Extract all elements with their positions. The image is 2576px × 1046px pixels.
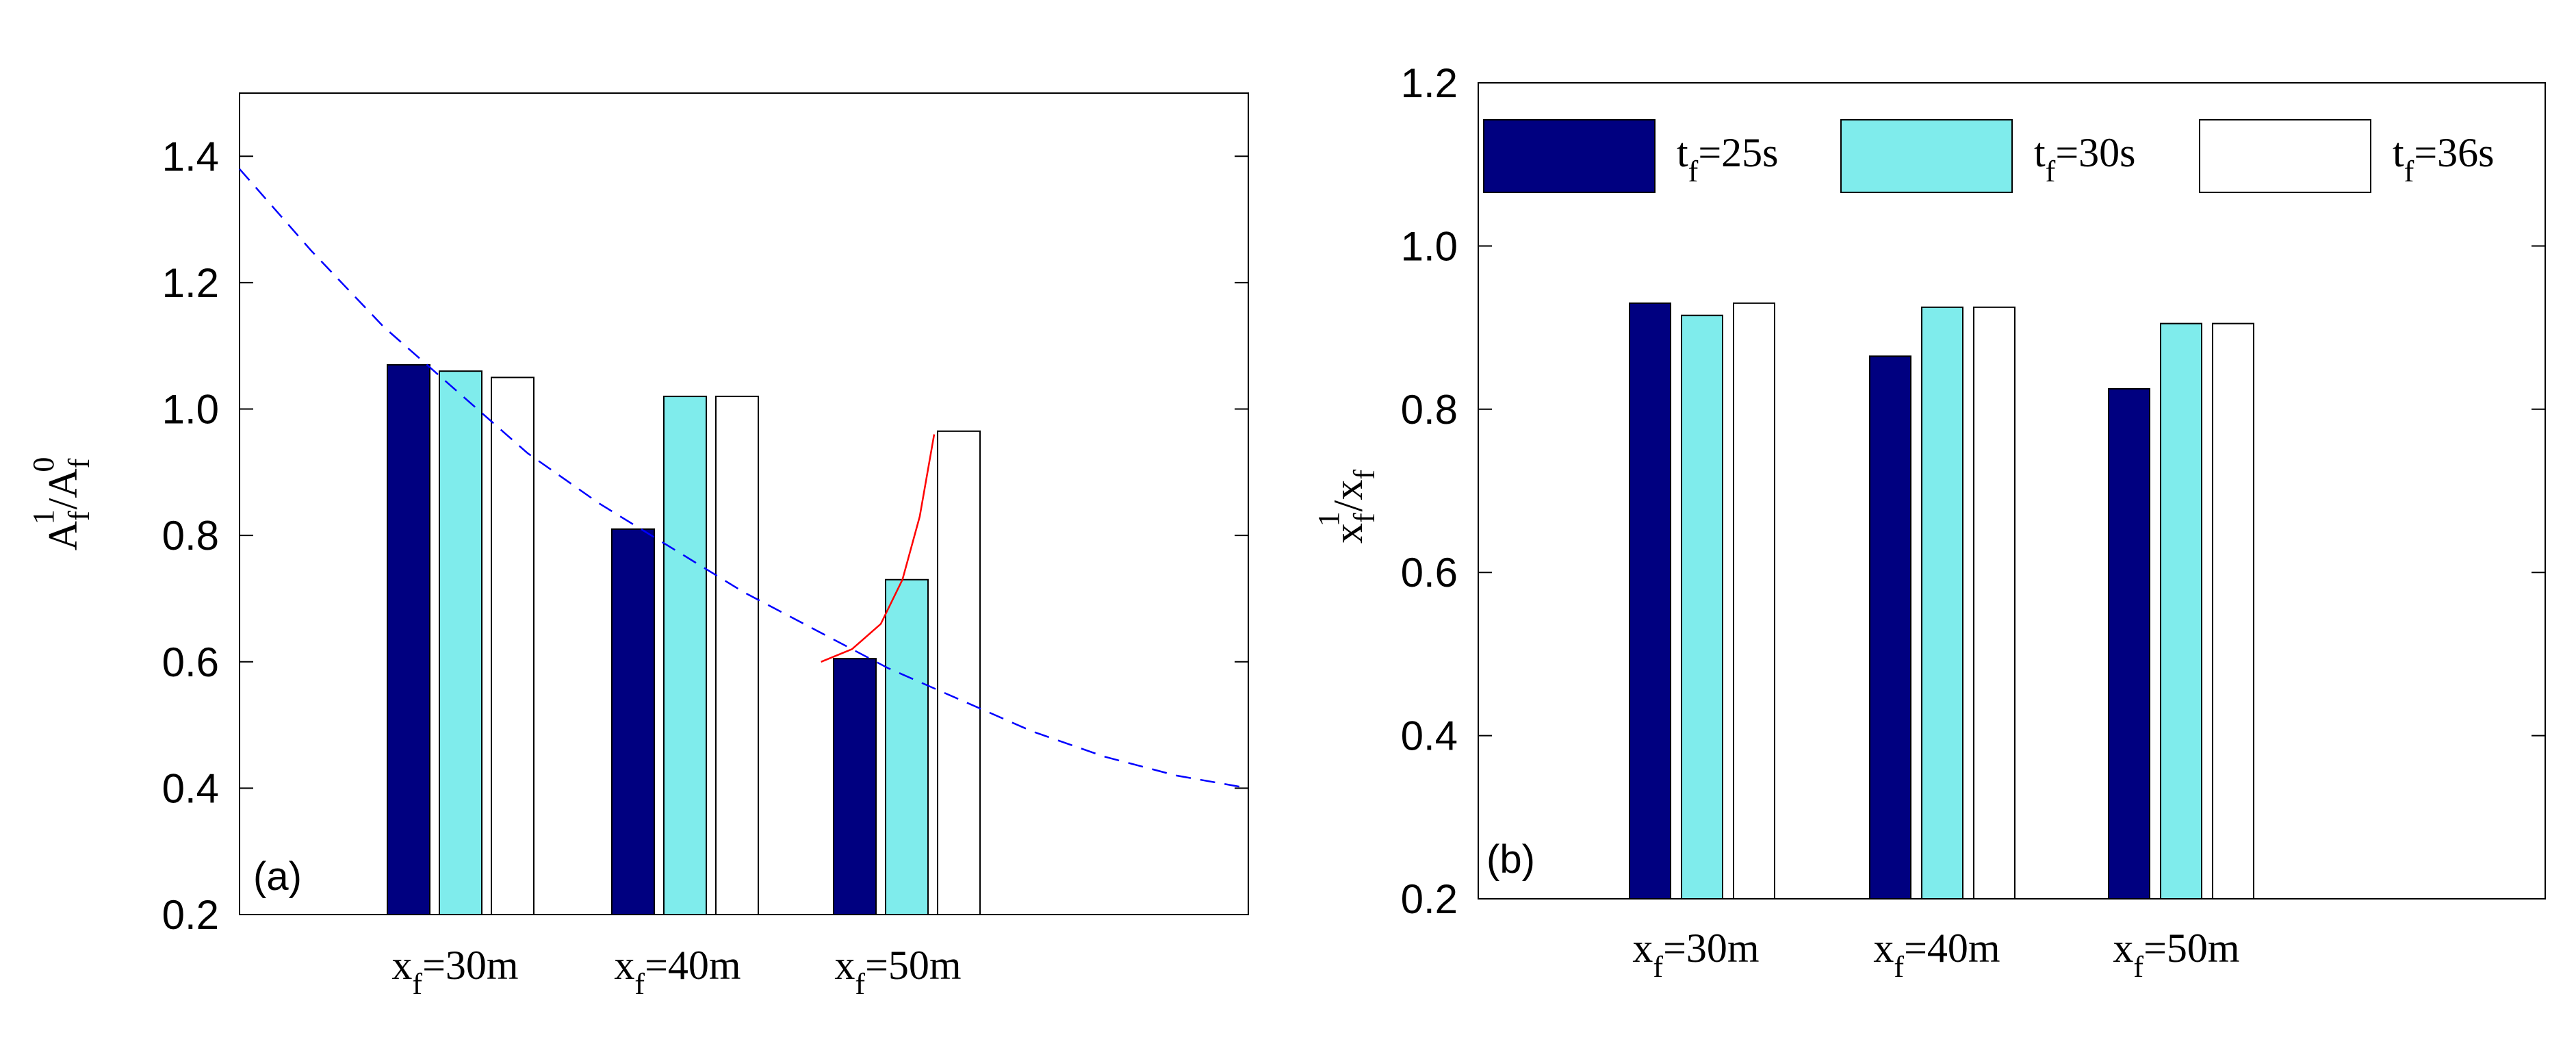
- bar-a-series3-cat1: [491, 377, 534, 915]
- panel-a: 0.20.40.60.81.01.21.4 xf=30m xf=40m xf=50m…: [27, 92, 1249, 1001]
- category-label-a-2-sub: f: [634, 967, 645, 1001]
- red-trend-curve: [821, 434, 936, 663]
- bar-b-series2-cat3: [2160, 322, 2202, 900]
- panel-b-ticks: 0.2 0.4 0.6 0.8 1.0 1.2: [1401, 60, 2545, 922]
- category-label-b-2: xf=40m: [1873, 926, 2000, 984]
- category-label-b-3: xf=50m: [2113, 926, 2239, 984]
- category-label-b-2-sub: f: [1894, 950, 1904, 984]
- bar-a-series3-cat2: [715, 396, 759, 915]
- ylabel-b-sub2: f: [1348, 470, 1381, 480]
- ylabel-b-sub: f: [1348, 513, 1381, 523]
- panel-b-bars: [1629, 302, 2254, 900]
- bar-b-series2-cat1: [1681, 314, 1723, 900]
- bar-b-series3-cat1: [1733, 302, 1775, 900]
- legend-label-2: tf=30s: [2034, 130, 2136, 188]
- category-label-a-2-main: x: [614, 943, 634, 988]
- legend-label-3-main: t: [2393, 130, 2404, 175]
- bar-a-series2-cat1: [439, 370, 482, 915]
- category-label-b-1-main: x: [1632, 926, 1653, 971]
- panel-a-category-labels: xf=30m xf=40m xf=50m: [391, 943, 961, 1001]
- ylabel-a-sep: /: [40, 498, 86, 509]
- category-label-a-1-main: x: [391, 943, 412, 988]
- ylabel-a-sup: 1: [27, 509, 60, 524]
- category-label-b-1: xf=30m: [1632, 926, 1759, 984]
- ytick-label: 1.2: [162, 260, 219, 306]
- bar-b-series3-cat3: [2212, 322, 2254, 900]
- ylabel-a-main: A: [40, 521, 86, 550]
- bar-b-series1-cat1: [1629, 302, 1671, 900]
- category-label-b-3-sub: f: [2133, 950, 2143, 984]
- ytick-label: 0.4: [1401, 713, 1458, 759]
- category-label-a-2: xf=40m: [614, 943, 740, 1001]
- ytick-label: 0.6: [1401, 550, 1458, 596]
- ytick-label: 0.6: [162, 639, 219, 685]
- legend-label-3: tf=36s: [2393, 130, 2495, 188]
- ylabel-b-sup: 1: [1312, 511, 1345, 526]
- bar-a-series1-cat3: [833, 658, 877, 916]
- category-label-b-3-rest: =50m: [2143, 926, 2240, 971]
- legend-label-1-main: t: [1677, 130, 1688, 175]
- panel-b-category-labels: xf=30m xf=40m xf=50m: [1632, 926, 2239, 984]
- bar-a-series3-cat3: [937, 430, 981, 915]
- ytick-label: 0.2: [162, 892, 219, 938]
- category-label-a-3-sub: f: [855, 967, 865, 1001]
- panel-b: 0.20.40.60.81.01.2 xf=30m xf=40m xf=50m tf…: [1312, 60, 2546, 984]
- ylabel-a-sup2: 0: [27, 457, 60, 472]
- legend-label-2-sub: f: [2046, 155, 2056, 188]
- panel-a-label: (a): [253, 854, 302, 899]
- panel-a-lines: [239, 168, 1249, 789]
- bar-a-series2-cat3: [885, 578, 929, 915]
- ytick-label: 0.2: [1401, 876, 1458, 922]
- legend-swatch-3: [2199, 119, 2371, 193]
- ylabel-b-main: x: [1326, 523, 1371, 544]
- category-label-b-2-rest: =40m: [1904, 926, 2000, 971]
- ytick-label: 0.4: [162, 765, 219, 811]
- bar-b-series2-cat2: [1921, 306, 1963, 900]
- ylabel-a-main2: A: [40, 468, 86, 498]
- ylabel-a-sub2: f: [62, 458, 96, 468]
- panel-a-ylabel: Af1/Af0: [27, 457, 96, 551]
- panel-b-label: (b): [1486, 837, 1535, 882]
- ylabel-b-main2: x: [1326, 480, 1371, 500]
- panel-b-ylabel: xf1/xf: [1312, 470, 1381, 544]
- panel-a-ticks: 0.2 0.4 0.6 0.8 1.0 1.2 1.4: [162, 133, 1248, 938]
- bar-a-series2-cat2: [663, 396, 707, 915]
- category-label-b-3-main: x: [2113, 926, 2133, 971]
- ytick-label: 1.4: [162, 133, 219, 179]
- legend-label-1-rest: =25s: [1698, 130, 1778, 175]
- bar-b-series1-cat3: [2108, 388, 2150, 900]
- ytick-label: 0.8: [162, 513, 219, 559]
- category-label-b-2-main: x: [1873, 926, 1894, 971]
- legend-label-1-sub: f: [1688, 155, 1699, 188]
- ytick-label: 0.8: [1401, 387, 1458, 433]
- legend-label-3-rest: =36s: [2414, 130, 2494, 175]
- panel-a-bars: [387, 363, 981, 916]
- bar-a-series1-cat2: [611, 528, 655, 915]
- category-label-a-3-main: x: [834, 943, 855, 988]
- ylabel-a-sub: f: [62, 511, 96, 521]
- legend-label-3-sub: f: [2404, 155, 2414, 188]
- legend-label-1: tf=25s: [1677, 130, 1779, 188]
- category-label-a-1-rest: =30m: [422, 943, 519, 988]
- bar-b-series3-cat2: [1973, 306, 2015, 900]
- ytick-label: 1.0: [1401, 223, 1458, 269]
- category-label-a-2-rest: =40m: [645, 943, 741, 988]
- category-label-b-1-rest: =30m: [1663, 926, 1760, 971]
- ylabel-b-sep: /: [1326, 500, 1371, 511]
- category-label-a-3-rest: =50m: [865, 943, 962, 988]
- legend-swatch-1: [1483, 119, 1656, 193]
- panel-b-legend: tf=25s tf=30s tf=36s: [1483, 119, 2495, 193]
- category-label-b-1-sub: f: [1653, 950, 1663, 984]
- category-label-a-1-sub: f: [412, 967, 422, 1001]
- category-label-a-3: xf=50m: [834, 943, 961, 1001]
- legend-swatch-2: [1840, 119, 2013, 193]
- legend-label-2-main: t: [2034, 130, 2046, 175]
- category-label-a-1: xf=30m: [391, 943, 518, 1001]
- bar-b-series1-cat2: [1869, 355, 1911, 900]
- ytick-label: 1.0: [162, 387, 219, 433]
- legend-label-2-rest: =30s: [2055, 130, 2135, 175]
- ytick-label: 1.2: [1401, 60, 1458, 106]
- bar-a-series1-cat1: [387, 363, 430, 915]
